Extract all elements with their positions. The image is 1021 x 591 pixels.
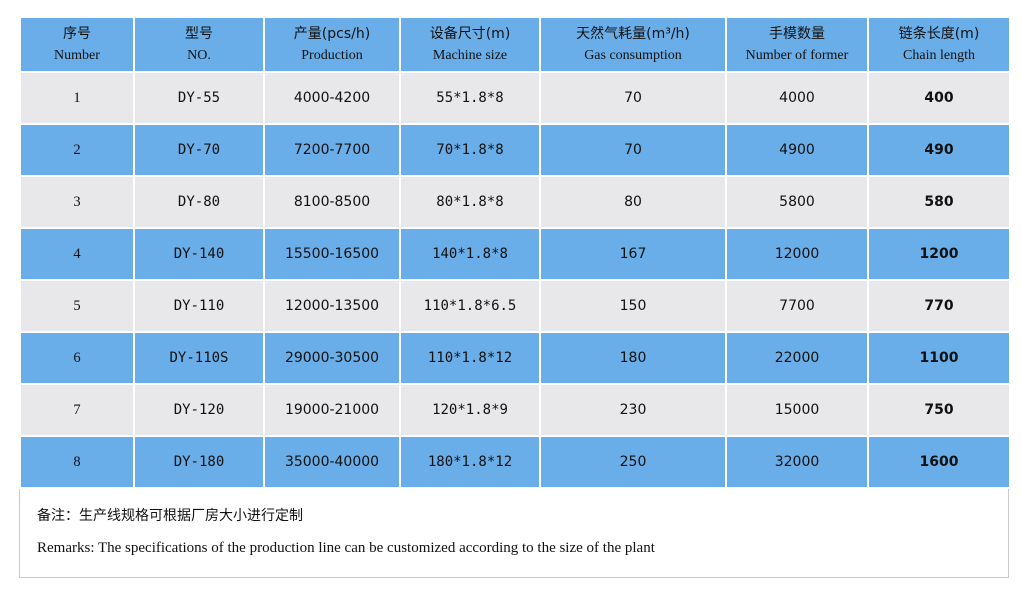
table-row: 8 DY-180 35000-40000 180*1.8*12 250 3200…: [19, 435, 1011, 489]
cell-model: DY-55: [133, 71, 265, 125]
table-row: 2 DY-70 7200-7700 70*1.8*8 70 4900 490: [19, 123, 1011, 177]
header-chain-length: 链条长度(m) Chain length: [867, 16, 1011, 73]
cell-chain-length: 1200: [867, 227, 1011, 281]
header-model: 型号 NO.: [133, 16, 265, 73]
cell-gas-consumption: 180: [539, 331, 727, 385]
cell-machine-size: 70*1.8*8: [399, 123, 541, 177]
header-zh: 设备尺寸(m): [429, 25, 511, 42]
header-en: Number of former: [745, 47, 849, 63]
table-row: 3 DY-80 8100-8500 80*1.8*8 80 5800 580: [19, 175, 1011, 229]
cell-gas-consumption: 167: [539, 227, 727, 281]
cell-number: 5: [19, 279, 135, 333]
cell-number-of-former: 32000: [725, 435, 869, 489]
cell-gas-consumption: 250: [539, 435, 727, 489]
cell-machine-size: 55*1.8*8: [399, 71, 541, 125]
cell-chain-length: 580: [867, 175, 1011, 229]
header-en: Machine size: [432, 47, 508, 63]
table-row: 4 DY-140 15500-16500 140*1.8*8 167 12000…: [19, 227, 1011, 281]
header-gas-consumption: 天然气耗量(m³/h) Gas consumption: [539, 16, 727, 73]
cell-production: 12000-13500: [263, 279, 401, 333]
remarks-en: Remarks: The specifications of the produ…: [37, 540, 655, 556]
cell-model: DY-110S: [133, 331, 265, 385]
header-en: Gas consumption: [584, 47, 682, 63]
cell-number-of-former: 5800: [725, 175, 869, 229]
header-en: Chain length: [903, 47, 975, 63]
cell-production: 29000-30500: [263, 331, 401, 385]
cell-machine-size: 140*1.8*8: [399, 227, 541, 281]
cell-chain-length: 750: [867, 383, 1011, 437]
cell-machine-size: 110*1.8*12: [399, 331, 541, 385]
cell-model: DY-140: [133, 227, 265, 281]
cell-number: 3: [19, 175, 135, 229]
header-zh: 天然气耗量(m³/h): [576, 25, 690, 42]
header-en: NO.: [187, 47, 211, 63]
cell-number: 1: [19, 71, 135, 125]
cell-model: DY-110: [133, 279, 265, 333]
header-zh: 手模数量: [769, 25, 825, 42]
header-en: Number: [54, 47, 100, 63]
cell-number: 2: [19, 123, 135, 177]
header-zh: 链条长度(m): [898, 25, 980, 42]
cell-chain-length: 770: [867, 279, 1011, 333]
cell-gas-consumption: 70: [539, 123, 727, 177]
cell-model: DY-70: [133, 123, 265, 177]
production-line-spec-table: 序号 Number 型号 NO. 产量(pcs/h) Production 设备…: [19, 16, 1011, 489]
table-row: 1 DY-55 4000-4200 55*1.8*8 70 4000 400: [19, 71, 1011, 125]
cell-chain-length: 400: [867, 71, 1011, 125]
cell-chain-length: 490: [867, 123, 1011, 177]
table-row: 5 DY-110 12000-13500 110*1.8*6.5 150 770…: [19, 279, 1011, 333]
cell-number: 4: [19, 227, 135, 281]
cell-gas-consumption: 70: [539, 71, 727, 125]
cell-machine-size: 120*1.8*9: [399, 383, 541, 437]
cell-production: 8100-8500: [263, 175, 401, 229]
cell-model: DY-80: [133, 175, 265, 229]
header-production: 产量(pcs/h) Production: [263, 16, 401, 73]
cell-gas-consumption: 230: [539, 383, 727, 437]
cell-machine-size: 180*1.8*12: [399, 435, 541, 489]
cell-machine-size: 110*1.8*6.5: [399, 279, 541, 333]
cell-number: 8: [19, 435, 135, 489]
cell-production: 35000-40000: [263, 435, 401, 489]
cell-number-of-former: 4900: [725, 123, 869, 177]
header-number: 序号 Number: [19, 16, 135, 73]
remarks-block: 备注：生产线规格可根据厂房大小进行定制 Remarks: The specifi…: [37, 505, 997, 559]
cell-number-of-former: 12000: [725, 227, 869, 281]
cell-production: 4000-4200: [263, 71, 401, 125]
header-zh: 产量(pcs/h): [293, 25, 371, 42]
cell-model: DY-180: [133, 435, 265, 489]
header-machine-size: 设备尺寸(m) Machine size: [399, 16, 541, 73]
table-row: 7 DY-120 19000-21000 120*1.8*9 230 15000…: [19, 383, 1011, 437]
cell-chain-length: 1100: [867, 331, 1011, 385]
cell-number-of-former: 7700: [725, 279, 869, 333]
cell-machine-size: 80*1.8*8: [399, 175, 541, 229]
cell-gas-consumption: 150: [539, 279, 727, 333]
table-row: 6 DY-110S 29000-30500 110*1.8*12 180 220…: [19, 331, 1011, 385]
header-number-of-former: 手模数量 Number of former: [725, 16, 869, 73]
remarks-zh: 备注：生产线规格可根据厂房大小进行定制: [37, 508, 303, 524]
cell-production: 15500-16500: [263, 227, 401, 281]
cell-number: 7: [19, 383, 135, 437]
cell-production: 19000-21000: [263, 383, 401, 437]
table-header-row: 序号 Number 型号 NO. 产量(pcs/h) Production 设备…: [19, 16, 1011, 73]
cell-production: 7200-7700: [263, 123, 401, 177]
cell-number-of-former: 4000: [725, 71, 869, 125]
cell-number-of-former: 15000: [725, 383, 869, 437]
cell-gas-consumption: 80: [539, 175, 727, 229]
header-zh: 型号: [185, 25, 213, 42]
cell-number-of-former: 22000: [725, 331, 869, 385]
header-en: Production: [301, 47, 363, 63]
cell-chain-length: 1600: [867, 435, 1011, 489]
header-zh: 序号: [63, 25, 91, 42]
cell-model: DY-120: [133, 383, 265, 437]
cell-number: 6: [19, 331, 135, 385]
